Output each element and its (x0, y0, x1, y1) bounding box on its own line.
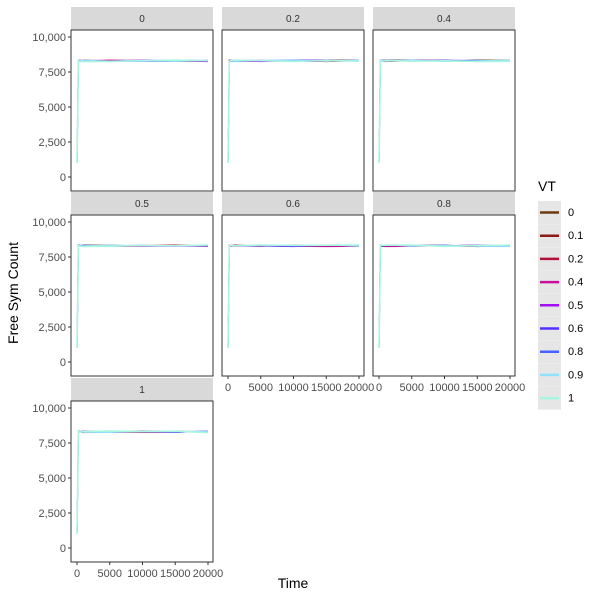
x-tick-label: 10000 (429, 382, 460, 394)
facet-title: 0.6 (286, 199, 300, 210)
series-line-1 (76, 59, 209, 164)
x-axis-title: Time (278, 575, 309, 591)
y-tick-label: 2,500 (38, 322, 66, 334)
x-tick-label: 20000 (344, 382, 375, 394)
facet-strip (71, 378, 213, 401)
facet-title: 1 (139, 385, 145, 396)
series-line-1 (227, 244, 360, 349)
facet-title: 0 (139, 14, 145, 25)
series-line-1 (76, 429, 209, 535)
legend-label: 0.4 (568, 277, 583, 289)
facet-title: 0.8 (437, 199, 451, 210)
x-tick-label: 10000 (278, 382, 309, 394)
y-tick-label: 7,500 (38, 252, 66, 264)
y-tick-label: 5,000 (38, 473, 66, 485)
facet-strip (71, 7, 213, 30)
y-tick-label: 5,000 (38, 102, 66, 114)
legend-label: 0.5 (568, 300, 583, 312)
x-tick-label: 0 (376, 382, 382, 394)
y-tick-label: 2,500 (38, 137, 66, 149)
x-tick-label: 20000 (495, 382, 526, 394)
series-line-1 (378, 59, 511, 164)
legend-title: VT (538, 178, 556, 194)
panel-border (372, 29, 516, 192)
panel-border (221, 29, 365, 192)
series-line-1 (227, 59, 360, 164)
y-tick-label: 0 (60, 172, 66, 184)
panel-border (70, 214, 214, 377)
legend-label: 0.2 (568, 253, 583, 265)
legend-label: 0 (568, 207, 574, 219)
y-tick-label: 0 (60, 543, 66, 555)
x-tick-label: 5000 (98, 568, 122, 580)
y-tick-label: 7,500 (38, 438, 66, 450)
panel-border (372, 214, 516, 377)
y-tick-label: 10,000 (32, 217, 66, 229)
legend-label: 0.1 (568, 230, 583, 242)
facet-title: 0.5 (135, 199, 149, 210)
facet-strip (222, 192, 364, 215)
legend-label: 0.9 (568, 369, 583, 381)
x-tick-label: 20000 (193, 568, 224, 580)
facet-strip (222, 7, 364, 30)
panel-border (221, 214, 365, 377)
legend-label: 1 (568, 393, 574, 405)
x-tick-label: 5000 (249, 382, 273, 394)
y-axis-title: Free Sym Count (5, 242, 21, 344)
x-tick-label: 0 (225, 382, 231, 394)
series-line-1 (76, 244, 209, 349)
x-tick-label: 15000 (160, 568, 191, 580)
y-tick-label: 2,500 (38, 508, 66, 520)
legend-label: 0.8 (568, 346, 583, 358)
x-tick-label: 5000 (400, 382, 424, 394)
y-tick-label: 5,000 (38, 287, 66, 299)
x-tick-label: 10000 (127, 568, 158, 580)
series-line-1 (378, 243, 511, 349)
panel-border (70, 400, 214, 563)
legend-label: 0.6 (568, 323, 583, 335)
y-tick-label: 7,500 (38, 67, 66, 79)
x-tick-label: 15000 (462, 382, 493, 394)
y-tick-label: 10,000 (32, 32, 66, 44)
panel-border (70, 29, 214, 192)
facet-title: 0.2 (286, 14, 300, 25)
facet-title: 0.4 (437, 14, 451, 25)
y-tick-label: 10,000 (32, 403, 66, 415)
facet-strip (373, 192, 515, 215)
y-tick-label: 0 (60, 357, 66, 369)
facet-strip (71, 192, 213, 215)
facet-strip (373, 7, 515, 30)
x-tick-label: 0 (74, 568, 80, 580)
x-tick-label: 15000 (311, 382, 342, 394)
